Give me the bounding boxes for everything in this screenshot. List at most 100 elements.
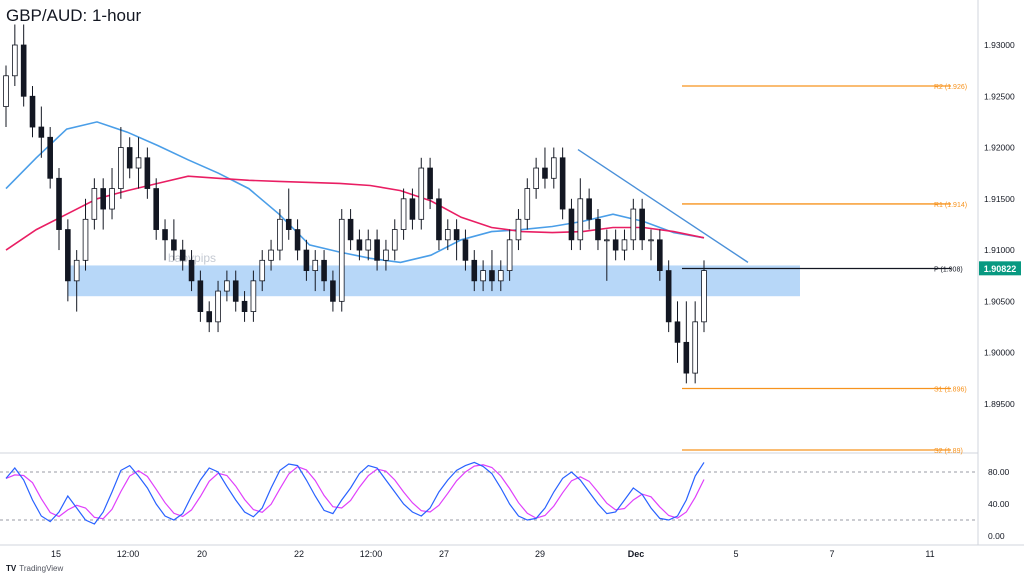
- candle: [321, 250, 327, 292]
- time-label-6: 29: [535, 549, 545, 559]
- time-label-10: 11: [925, 549, 934, 559]
- candle: [268, 239, 274, 271]
- candle-body: [427, 167, 433, 200]
- candle: [657, 229, 663, 281]
- candle-body: [665, 270, 672, 323]
- moving-average-line-1: [5, 175, 705, 251]
- candle: [604, 229, 610, 281]
- candle: [277, 209, 283, 261]
- candle: [65, 219, 71, 302]
- candle: [577, 178, 584, 251]
- stochastic-panel: 80.00 40.00 0.00: [0, 461, 1010, 541]
- candle: [365, 229, 372, 261]
- pivot-label-4: S2 (1.89): [934, 448, 963, 455]
- candle-body: [109, 188, 115, 210]
- candle-body: [471, 259, 478, 282]
- candle: [232, 270, 239, 312]
- candle: [427, 157, 433, 210]
- candle: [701, 260, 707, 333]
- candle-body: [489, 270, 495, 282]
- candle-body: [259, 259, 266, 282]
- price-tick-6: 1.90000: [984, 348, 1015, 358]
- candle: [595, 209, 601, 251]
- candle: [374, 229, 380, 271]
- moving-average-line-0: [5, 121, 705, 264]
- tradingview-logo: TV: [6, 564, 17, 573]
- chart-title: GBP/AUD: 1-hour: [6, 6, 142, 25]
- candle: [171, 219, 177, 261]
- candle-body: [533, 167, 539, 189]
- candle-body: [321, 259, 327, 282]
- candle: [550, 147, 557, 189]
- candle: [436, 188, 442, 251]
- stochastic-tick-0: 80.00: [988, 467, 1010, 477]
- candle: [224, 270, 230, 302]
- candle: [391, 219, 398, 261]
- time-label-4: 12:00: [360, 549, 383, 559]
- candle: [542, 147, 548, 189]
- candle: [453, 219, 460, 261]
- candle: [135, 137, 142, 189]
- candle: [259, 250, 266, 292]
- candle: [489, 250, 495, 292]
- candle-body: [20, 44, 27, 97]
- time-label-8: 5: [733, 549, 738, 559]
- candle-body: [453, 229, 460, 241]
- candle: [409, 188, 416, 230]
- candle-body: [118, 147, 124, 189]
- current-price-label: 1.90822: [984, 264, 1017, 274]
- price-axis[interactable]: 1.93000 1.92500 1.92000 1.91500 1.91000 1.905…: [979, 40, 1021, 409]
- pivot-label-1: R1 (1.914): [934, 202, 967, 209]
- candle-body: [12, 44, 18, 77]
- candles: [3, 24, 707, 384]
- candle-body: [338, 218, 345, 302]
- candle-body: [312, 259, 319, 271]
- time-label-2: 20: [197, 549, 207, 559]
- candle: [38, 106, 45, 158]
- candle-body: [515, 218, 522, 241]
- candle: [20, 24, 27, 107]
- candle-body: [285, 218, 292, 230]
- candle: [144, 147, 151, 199]
- candle: [506, 229, 513, 281]
- candle: [303, 239, 310, 281]
- time-label-7: Dec: [628, 549, 645, 559]
- tradingview-name: TradingView: [19, 564, 64, 573]
- candle: [418, 157, 425, 230]
- candle-body: [82, 218, 89, 261]
- candle: [47, 127, 53, 189]
- candle: [665, 260, 672, 333]
- candle-body: [29, 95, 36, 128]
- candle: [118, 127, 124, 199]
- candle-body: [550, 157, 557, 179]
- candle: [197, 270, 204, 322]
- candle: [188, 250, 195, 292]
- candle: [338, 209, 345, 312]
- candle: [692, 301, 698, 384]
- candle: [559, 147, 566, 220]
- candle-body: [197, 280, 204, 312]
- candle-body: [65, 229, 71, 282]
- candle: [347, 209, 354, 251]
- candle-body: [356, 239, 363, 251]
- candle: [100, 178, 106, 230]
- candle-body: [674, 321, 681, 343]
- stochastic-d-line: [5, 464, 705, 520]
- candle: [515, 209, 522, 251]
- stochastic-k-line: [5, 461, 705, 525]
- candle-body: [206, 311, 213, 323]
- candle-body: [524, 188, 531, 220]
- time-axis[interactable]: 15 12:00 20 22 12:00 27 29 Dec 5 7 11: [51, 549, 935, 559]
- candle-body: [577, 198, 584, 241]
- stochastic-tick-1: 40.00: [988, 499, 1010, 509]
- candle: [533, 157, 539, 199]
- candle-body: [224, 280, 230, 292]
- price-tick-5: 1.90500: [984, 296, 1015, 306]
- price-tick-1: 1.92500: [984, 91, 1015, 101]
- candle: [12, 24, 18, 87]
- candle: [648, 229, 654, 261]
- candle: [524, 178, 531, 230]
- time-label-0: 15: [51, 549, 61, 559]
- candle-body: [497, 270, 504, 282]
